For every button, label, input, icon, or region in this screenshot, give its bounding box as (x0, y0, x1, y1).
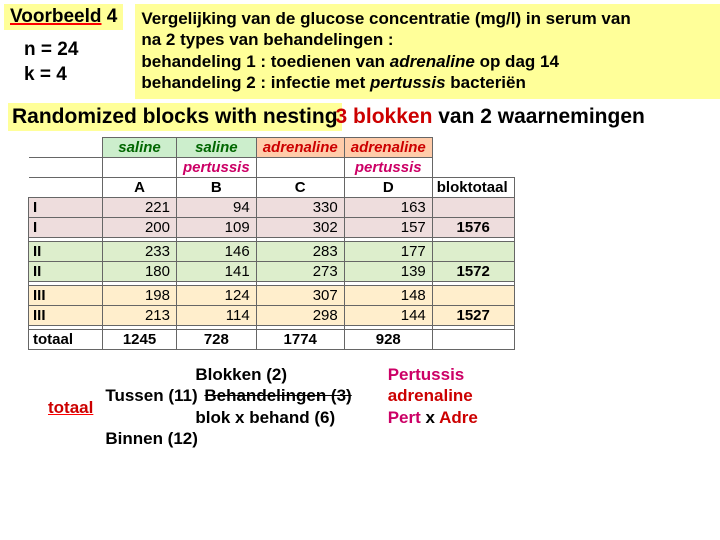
bloktotaal: 1576 (432, 218, 514, 238)
cell: 114 (177, 306, 257, 326)
cell: 283 (256, 242, 344, 262)
hdr-saline: saline (103, 138, 177, 158)
hdr-pertussis: pertussis (177, 158, 257, 178)
col-d: D (344, 178, 432, 198)
cell: 307 (256, 286, 344, 306)
bloktotaal-label: bloktotaal (432, 178, 514, 198)
adrenaline-label: adrenaline (388, 385, 478, 406)
description-box: Vergelijking van de glucose concentratie… (135, 4, 720, 99)
title-word2: 4 (107, 6, 118, 27)
behandelingen: Behandelingen (3) (204, 386, 351, 405)
cell: 330 (256, 198, 344, 218)
hdr-saline: saline (177, 138, 257, 158)
cell: 221 (103, 198, 177, 218)
hdr-adrenaline: adrenaline (256, 138, 344, 158)
blok-x-behand: blok x behand (6) (195, 407, 351, 428)
anova-breakdown: Blokken (2) Tussen (11) Behandelingen (3… (105, 364, 351, 449)
desc-l3: behandeling 1 : toedienen van adrenaline… (141, 51, 716, 72)
factor-list: Pertussis adrenaline Pert x Adre (388, 364, 478, 428)
cell (432, 286, 514, 306)
col-total: 728 (177, 330, 257, 350)
cell: 163 (344, 198, 432, 218)
cell: 144 (344, 306, 432, 326)
hdr-pertussis: pertussis (344, 158, 432, 178)
col-a: A (103, 178, 177, 198)
cell: 200 (103, 218, 177, 238)
pertussis-label: Pertussis (388, 364, 478, 385)
bloktotaal: 1527 (432, 306, 514, 326)
randomized-blocks-label: Randomized blocks with nesting (8, 103, 342, 131)
col-total: 1774 (256, 330, 344, 350)
cell (432, 198, 514, 218)
title-word1: Voorbeeld (10, 6, 102, 27)
binnen: Binnen (12) (105, 428, 351, 449)
totaal-word: totaal (48, 398, 93, 418)
nk-block: n = 24 k = 4 (24, 38, 123, 87)
cell: 213 (103, 306, 177, 326)
k-value: k = 4 (24, 63, 123, 88)
desc-l2: na 2 types van behandelingen : (141, 29, 716, 50)
cell: 273 (256, 262, 344, 282)
cell: 124 (177, 286, 257, 306)
cell: 157 (344, 218, 432, 238)
blocks-waarnemingen: 3 blokken van 2 waarnemingen (336, 105, 645, 129)
n-value: n = 24 (24, 38, 123, 63)
desc-l1: Vergelijking van de glucose concentratie… (141, 8, 716, 29)
cell: 146 (177, 242, 257, 262)
row-label: III (29, 286, 103, 306)
cell: 141 (177, 262, 257, 282)
cell: 94 (177, 198, 257, 218)
desc-l4: behandeling 2 : infectie met pertussis b… (141, 72, 716, 93)
row-label: II (29, 242, 103, 262)
cell: 198 (103, 286, 177, 306)
bottom-row: totaal Blokken (2) Tussen (11) Behandeli… (0, 364, 720, 449)
col-total: 1245 (103, 330, 177, 350)
subtitle-row: Randomized blocks with nesting 3 blokken… (0, 103, 720, 131)
totaal-label: totaal (29, 330, 103, 350)
cell: 233 (103, 242, 177, 262)
cell (432, 242, 514, 262)
example-title: Voorbeeld 4 (4, 4, 123, 30)
cell: 180 (103, 262, 177, 282)
data-table: saline saline adrenaline adrenaline pert… (28, 137, 515, 350)
row-label: III (29, 306, 103, 326)
cell: 148 (344, 286, 432, 306)
col-b: B (177, 178, 257, 198)
tussen: Tussen (11) (105, 386, 197, 405)
row-label: I (29, 198, 103, 218)
cell: 298 (256, 306, 344, 326)
cell: 139 (344, 262, 432, 282)
data-table-wrap: saline saline adrenaline adrenaline pert… (28, 137, 720, 350)
blokken: Blokken (2) (195, 364, 351, 385)
col-total: 928 (344, 330, 432, 350)
row-label: II (29, 262, 103, 282)
interaction-label: Pert x Adre (388, 407, 478, 428)
cell: 177 (344, 242, 432, 262)
bloktotaal: 1572 (432, 262, 514, 282)
col-c: C (256, 178, 344, 198)
hdr-adrenaline: adrenaline (344, 138, 432, 158)
cell: 109 (177, 218, 257, 238)
row-label: I (29, 218, 103, 238)
cell: 302 (256, 218, 344, 238)
